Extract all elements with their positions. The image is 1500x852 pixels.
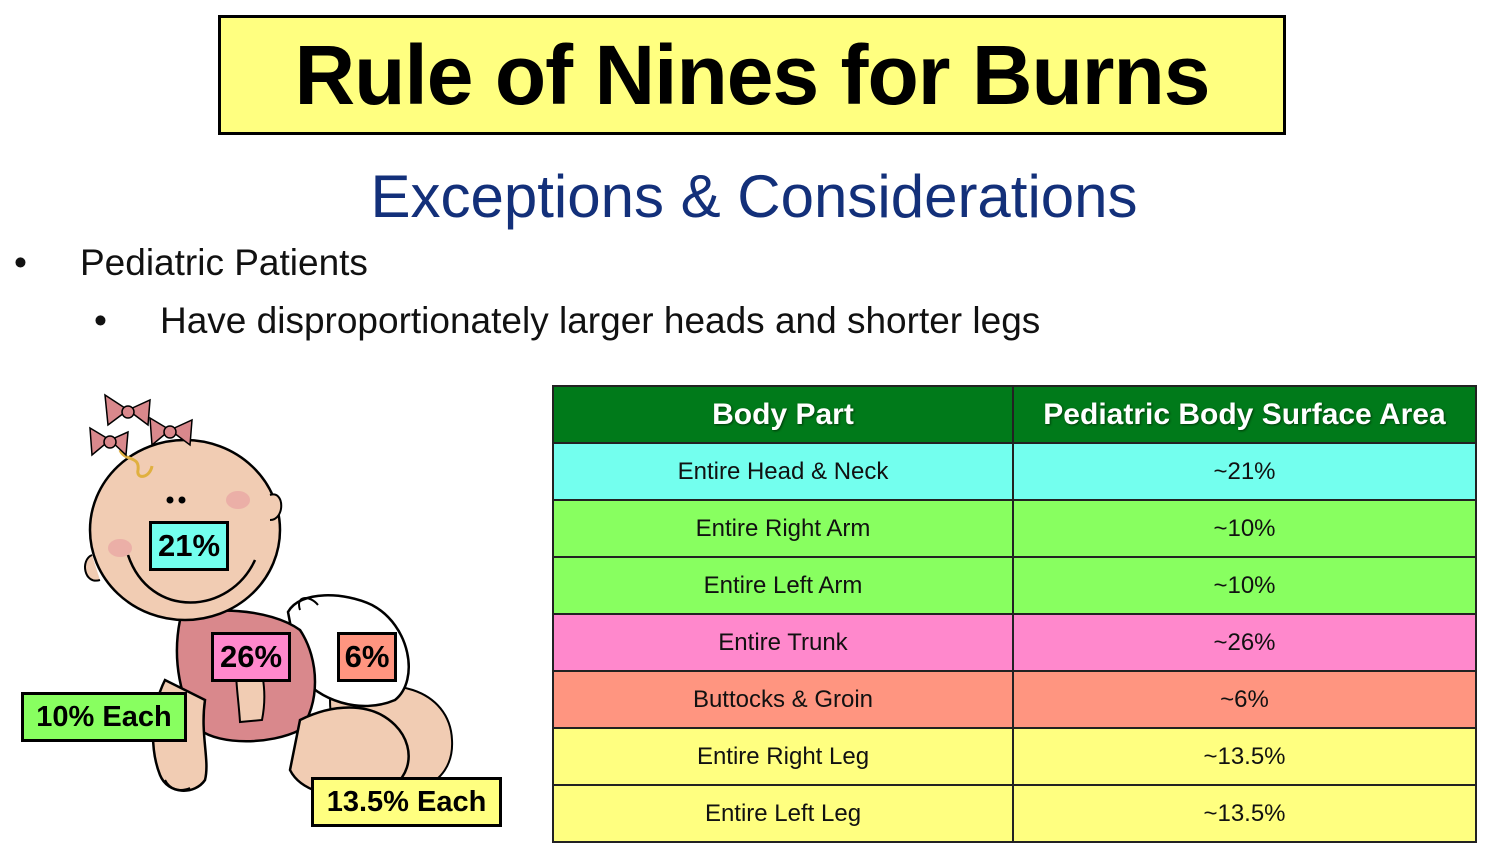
label-head-percent: 21% (149, 521, 229, 571)
bullet-marker: • (94, 300, 107, 341)
cell-surface-area: ~21% (1012, 442, 1477, 501)
header-surface-area: Pediatric Body Surface Area (1012, 385, 1477, 444)
pediatric-bsa-table: Body Part Pediatric Body Surface Area En… (552, 385, 1477, 843)
cell-body-part: Entire Right Leg (552, 727, 1014, 786)
cell-body-part: Entire Trunk (552, 613, 1014, 672)
label-groin-percent: 6% (337, 632, 397, 682)
cell-surface-area: ~13.5% (1012, 727, 1477, 786)
cell-surface-area: ~6% (1012, 670, 1477, 729)
cell-body-part: Entire Right Arm (552, 499, 1014, 558)
cell-surface-area: ~10% (1012, 499, 1477, 558)
table-row: Entire Head & Neck ~21% (552, 442, 1477, 501)
cell-body-part: Entire Left Arm (552, 556, 1014, 615)
table-row: Entire Trunk ~26% (552, 613, 1477, 672)
page-title: Rule of Nines for Burns (294, 27, 1210, 122)
subtitle: Exceptions & Considerations (370, 163, 1138, 230)
cell-body-part: Buttocks & Groin (552, 670, 1014, 729)
table-row: Entire Left Arm ~10% (552, 556, 1477, 615)
title-banner: Rule of Nines for Burns (218, 15, 1286, 135)
cell-body-part: Entire Left Leg (552, 784, 1014, 843)
table-row: Entire Right Leg ~13.5% (552, 727, 1477, 786)
bullet-text: Have disproportionately larger heads and… (160, 300, 1041, 341)
crawling-baby-illustration (84, 393, 454, 799)
label-arms-percent: 10% Each (21, 692, 187, 742)
label-legs-percent: 13.5% Each (311, 777, 502, 827)
cell-surface-area: ~13.5% (1012, 784, 1477, 843)
table-header-row: Body Part Pediatric Body Surface Area (552, 385, 1477, 444)
cell-surface-area: ~10% (1012, 556, 1477, 615)
table-row: Entire Left Leg ~13.5% (552, 784, 1477, 843)
bullet-text: Pediatric Patients (80, 242, 368, 283)
table-row: Entire Right Arm ~10% (552, 499, 1477, 558)
header-body-part: Body Part (552, 385, 1014, 444)
label-trunk-percent: 26% (211, 632, 291, 682)
cell-surface-area: ~26% (1012, 613, 1477, 672)
cell-body-part: Entire Head & Neck (552, 442, 1014, 501)
bullet-marker: • (14, 242, 27, 283)
table-row: Buttocks & Groin ~6% (552, 670, 1477, 729)
